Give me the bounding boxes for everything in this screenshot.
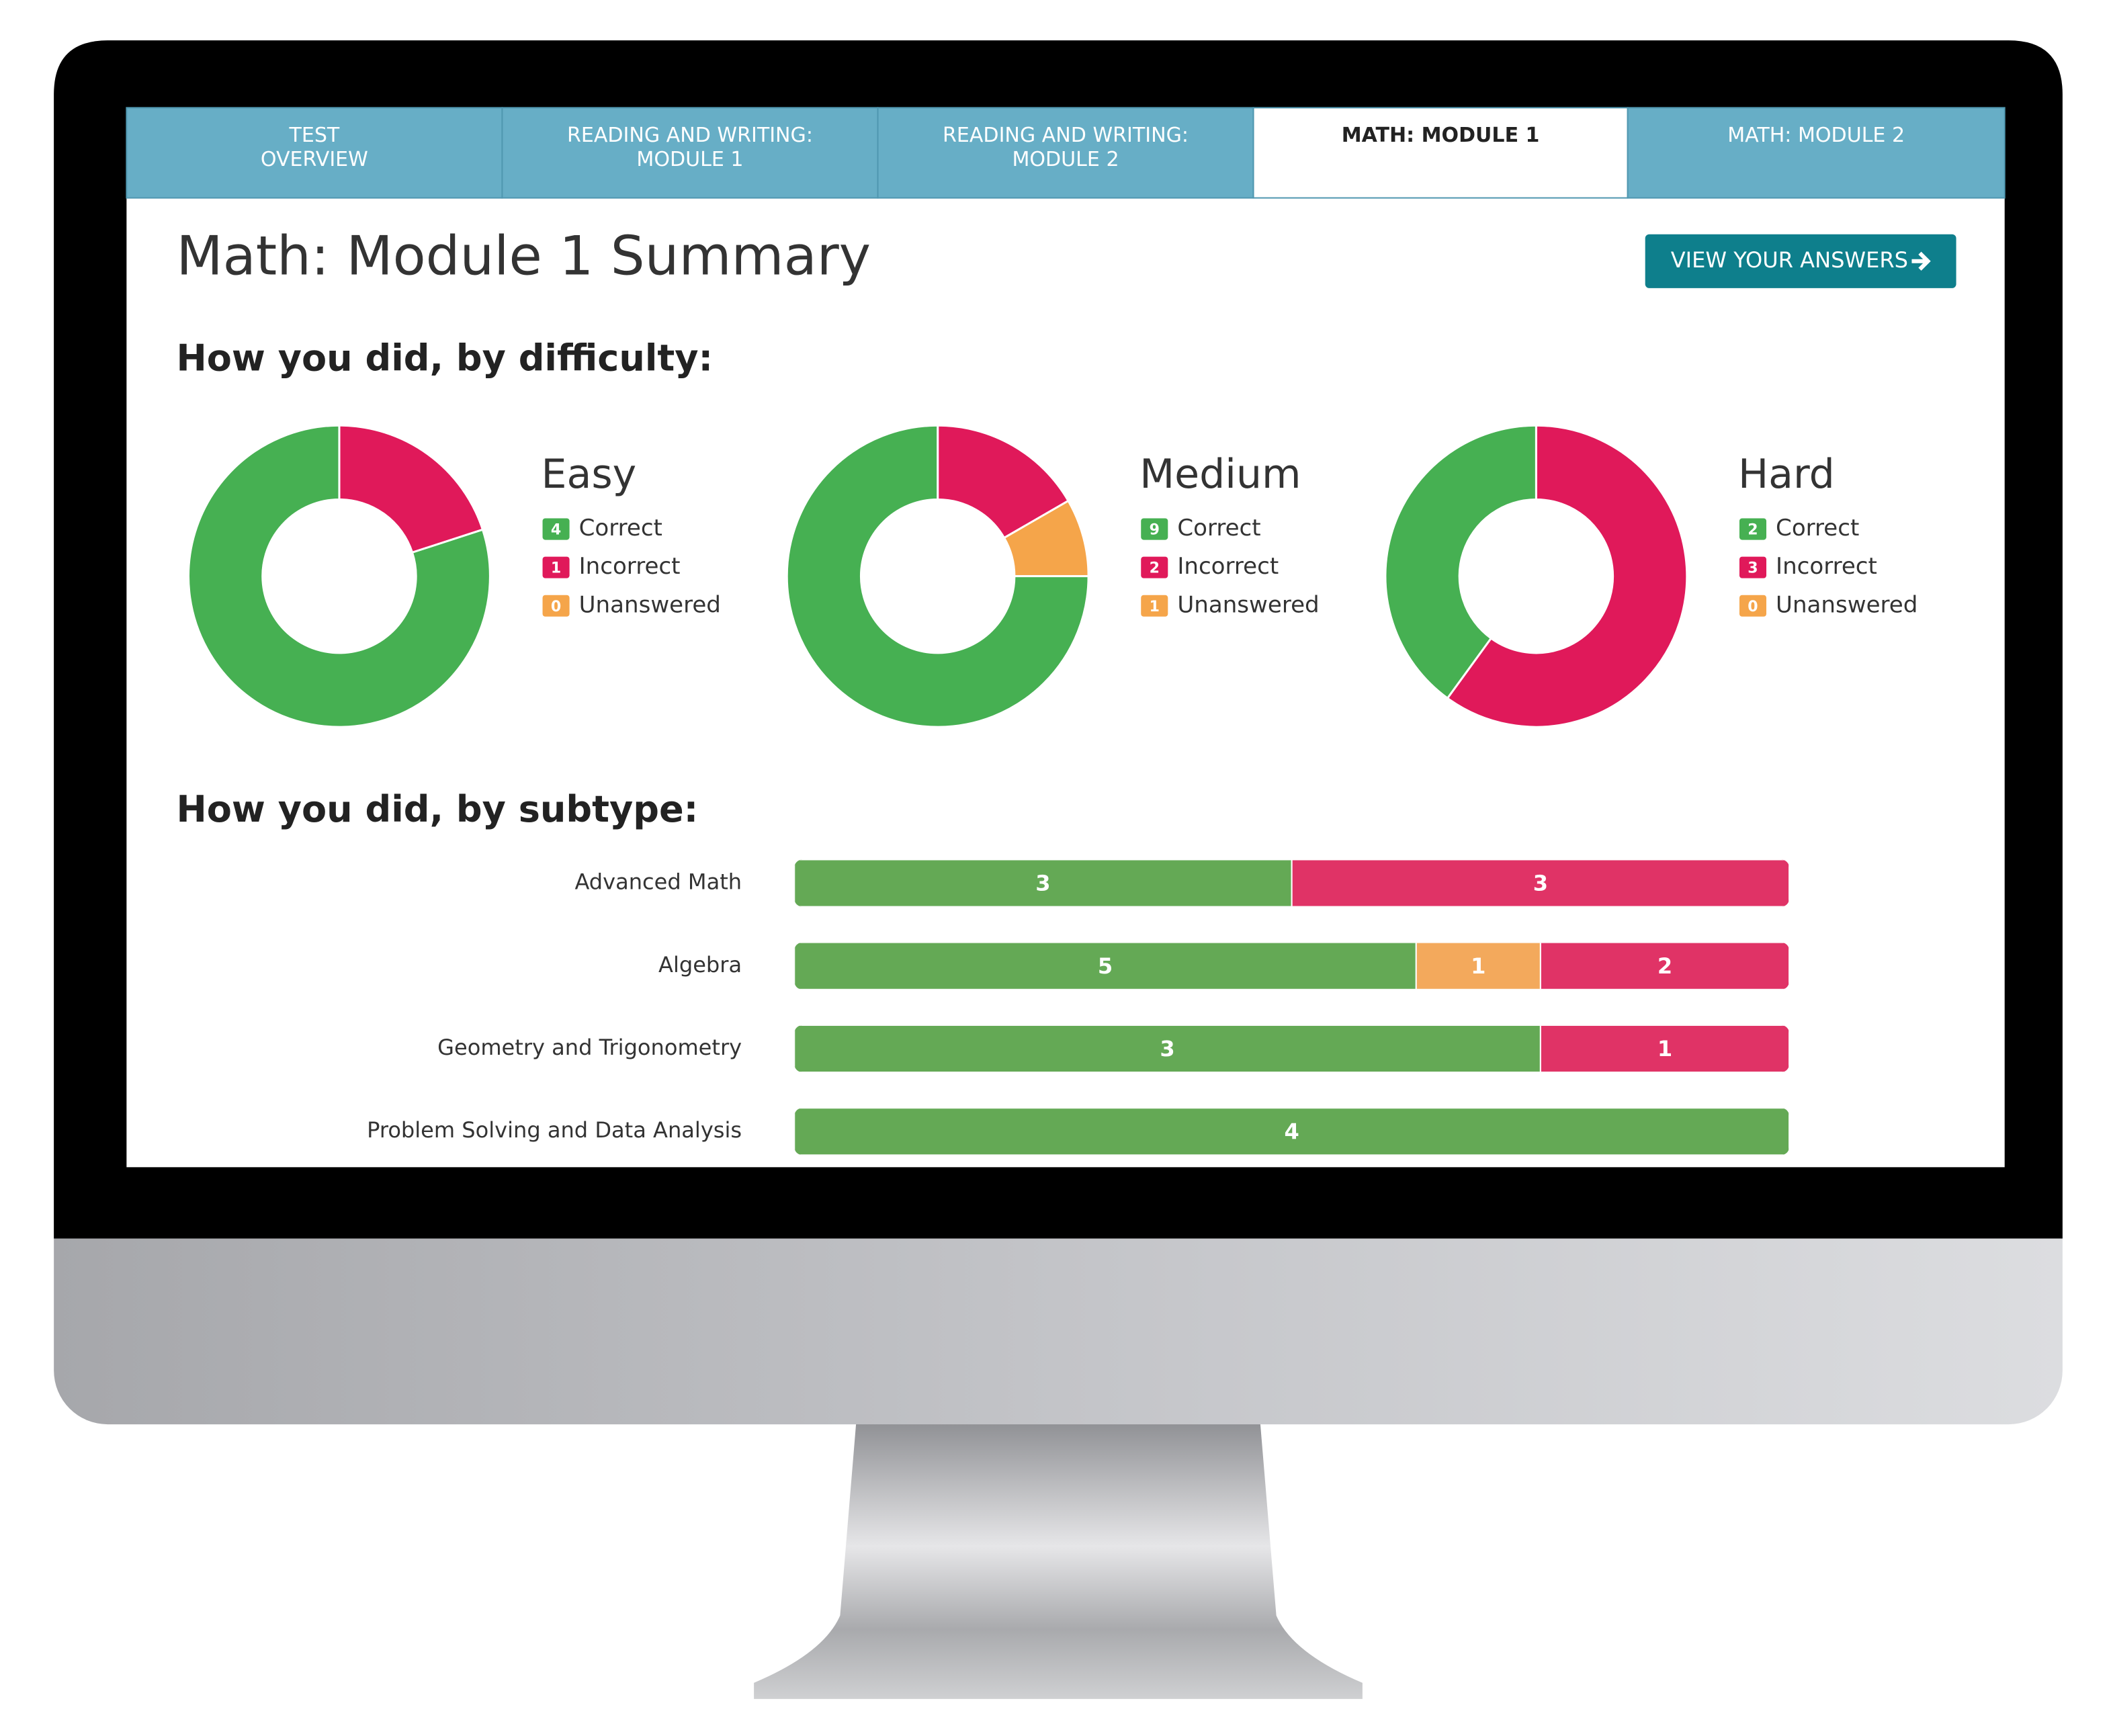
legend-count: 3 [1748,560,1758,577]
legend-count: 0 [551,599,561,615]
donut-segment [338,424,484,554]
legend-badge [1739,595,1767,617]
donut-title: Hard [1738,451,1835,498]
legend-badge [542,518,570,540]
page-title: Math: Module 1 Summary [177,225,871,288]
bar-value-label: 1 [1657,1036,1672,1061]
legend-label: Unanswered [1776,591,1918,618]
tab-label[interactable]: MATH: MODULE 2 [1727,124,1905,147]
legend-label: Correct [1776,515,1859,541]
view-answers-button[interactable]: VIEW YOUR ANSWERS [1645,234,1956,288]
tab[interactable] [877,107,1254,199]
bar-segment [794,942,1417,990]
bar-value-label: 2 [1657,953,1672,979]
bar-value-label: 3 [1160,1036,1174,1061]
legend-count: 0 [1748,599,1758,615]
legend-label: Unanswered [1177,591,1319,618]
button-background[interactable] [1645,234,1956,288]
row-label: Algebra [658,952,742,978]
legend-label: Incorrect [1776,553,1877,580]
bar-segment [794,1025,1541,1073]
legend-count: 1 [1150,599,1160,615]
tab[interactable] [1252,107,1629,199]
row-label: Geometry and Trigonometry [437,1035,742,1060]
bar-value-label: 4 [1285,1119,1299,1144]
donut-segment [1446,424,1688,728]
row-label: Advanced Math [574,869,742,895]
bar-segment [1291,859,1790,907]
legend-badge [1141,595,1168,617]
legend-count: 9 [1150,522,1160,539]
donut-segment [937,424,1070,539]
legend-label: Incorrect [579,553,681,580]
section-heading: How you did, by subtype: [177,788,699,830]
legend-badge [1141,518,1168,540]
bar-segment [1415,942,1541,990]
legend-badge [542,556,570,578]
tab-label[interactable]: TEST [289,124,340,147]
legend-badge [1141,556,1168,578]
legend-badge [542,595,570,617]
tab-label[interactable]: MODULE 1 [636,148,743,171]
donut-title: Easy [542,451,637,498]
tab-label[interactable]: MATH: MODULE 1 [1342,124,1540,147]
tab[interactable] [126,107,503,199]
legend-badge [1739,556,1767,578]
legend-label: Correct [579,515,662,541]
donut-segment [1384,424,1537,700]
bar-segment [1539,1025,1790,1073]
bar-segment [1539,942,1790,990]
bar-value-label: 1 [1471,953,1485,979]
tab[interactable] [501,107,879,199]
tab-label[interactable]: OVERVIEW [261,148,368,171]
donut-segment [785,424,1090,728]
donut-segment [187,424,491,728]
section-heading: How you did, by difficulty: [177,337,714,380]
monitor-stand [754,1422,1363,1699]
legend-label: Incorrect [1177,553,1279,580]
tab-label[interactable]: READING AND WRITING: [943,124,1189,147]
legend-label: Unanswered [579,591,721,618]
button-arrow-icon [1911,251,1931,271]
legend-badge [1739,518,1767,540]
donut-title: Medium [1139,451,1301,498]
tab-label[interactable]: MODULE 2 [1012,148,1119,171]
bar-value-label: 3 [1035,871,1050,896]
button-label[interactable]: VIEW YOUR ANSWERS [1671,247,1908,273]
row-label: Problem Solving and Data Analysis [367,1117,742,1143]
tab[interactable] [1627,107,2006,199]
tab-label[interactable]: READING AND WRITING: [567,124,813,147]
legend-count: 1 [551,560,561,577]
legend-count: 4 [551,522,561,539]
legend-count: 2 [1150,560,1160,577]
legend-count: 2 [1748,522,1758,539]
bar-segment [794,859,1293,907]
bar-value-label: 5 [1098,953,1113,979]
bar-segment [794,1108,1790,1156]
bar-value-label: 3 [1533,871,1548,896]
legend-label: Correct [1177,515,1260,541]
